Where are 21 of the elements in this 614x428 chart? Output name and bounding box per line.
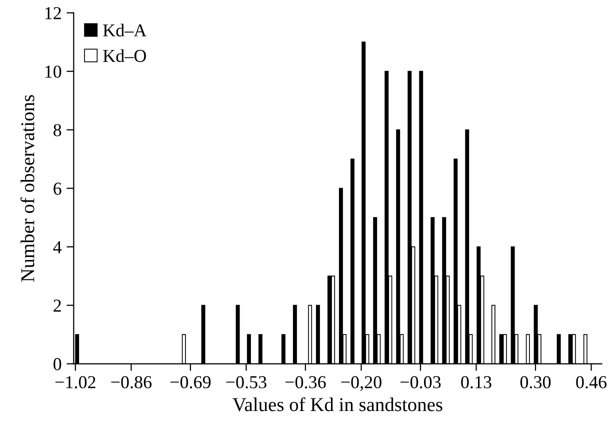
y-tick-label: 6	[54, 182, 62, 195]
x-tick-label: −0.36	[285, 376, 326, 388]
x-tick-label: −0.86	[111, 376, 152, 388]
x-tick-label: 0.13	[461, 376, 492, 388]
y-tick-label: 8	[54, 124, 62, 136]
x-tick-label: 0.30	[520, 376, 551, 388]
x-tick-label: −0.53	[226, 376, 266, 388]
x-tick-label: −0.69	[170, 376, 211, 388]
legend-label: Kd–A	[103, 24, 147, 36]
y-tick-label: 12	[45, 7, 61, 20]
x-tick-label: −0,20	[341, 376, 382, 391]
y-tick-label: 4	[53, 241, 62, 254]
legend-label: Kd–O	[103, 49, 146, 62]
y-tick-label: 0	[54, 358, 62, 370]
x-tick-label: −0.03	[400, 376, 441, 388]
x-tick-label: 0.46	[576, 376, 607, 388]
y-tick-label: 10	[45, 66, 62, 78]
y-axis-title: Number of observations	[20, 95, 34, 282]
x-tick-label: −1.02	[55, 376, 96, 388]
x-axis-title: Values of Kd in sandstones	[232, 397, 442, 412]
y-tick-label: 2	[54, 300, 61, 312]
